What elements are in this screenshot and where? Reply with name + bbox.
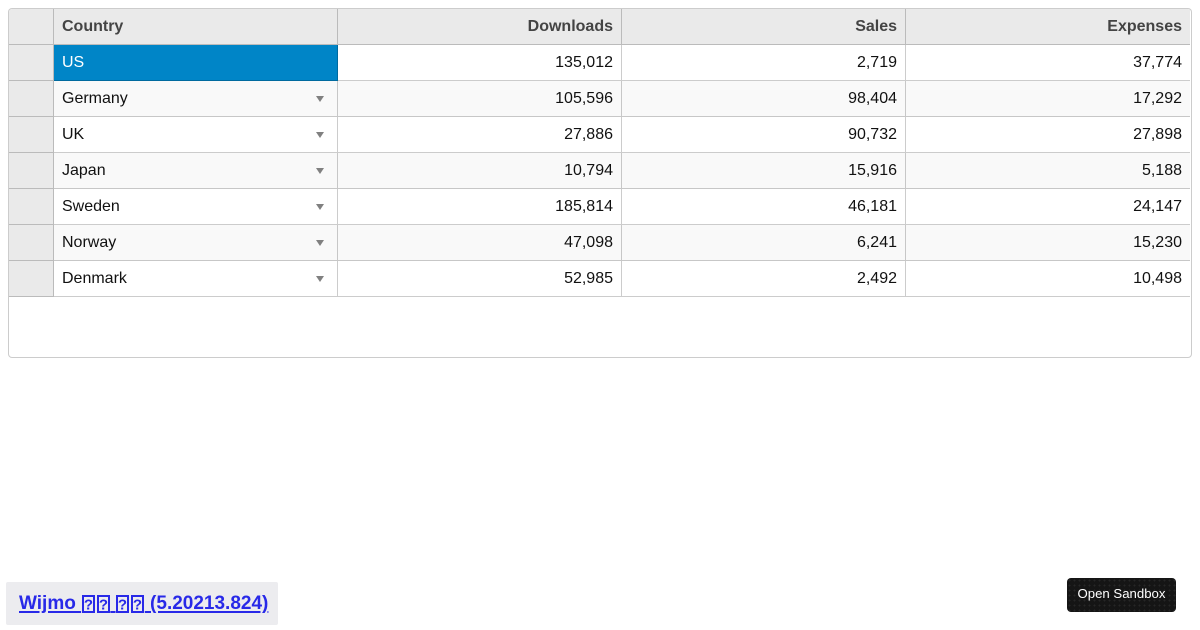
svg-text:?: ? bbox=[98, 596, 107, 613]
svg-text:?: ? bbox=[118, 596, 127, 613]
svg-text:?: ? bbox=[84, 596, 93, 613]
svg-text:?: ? bbox=[133, 596, 142, 613]
